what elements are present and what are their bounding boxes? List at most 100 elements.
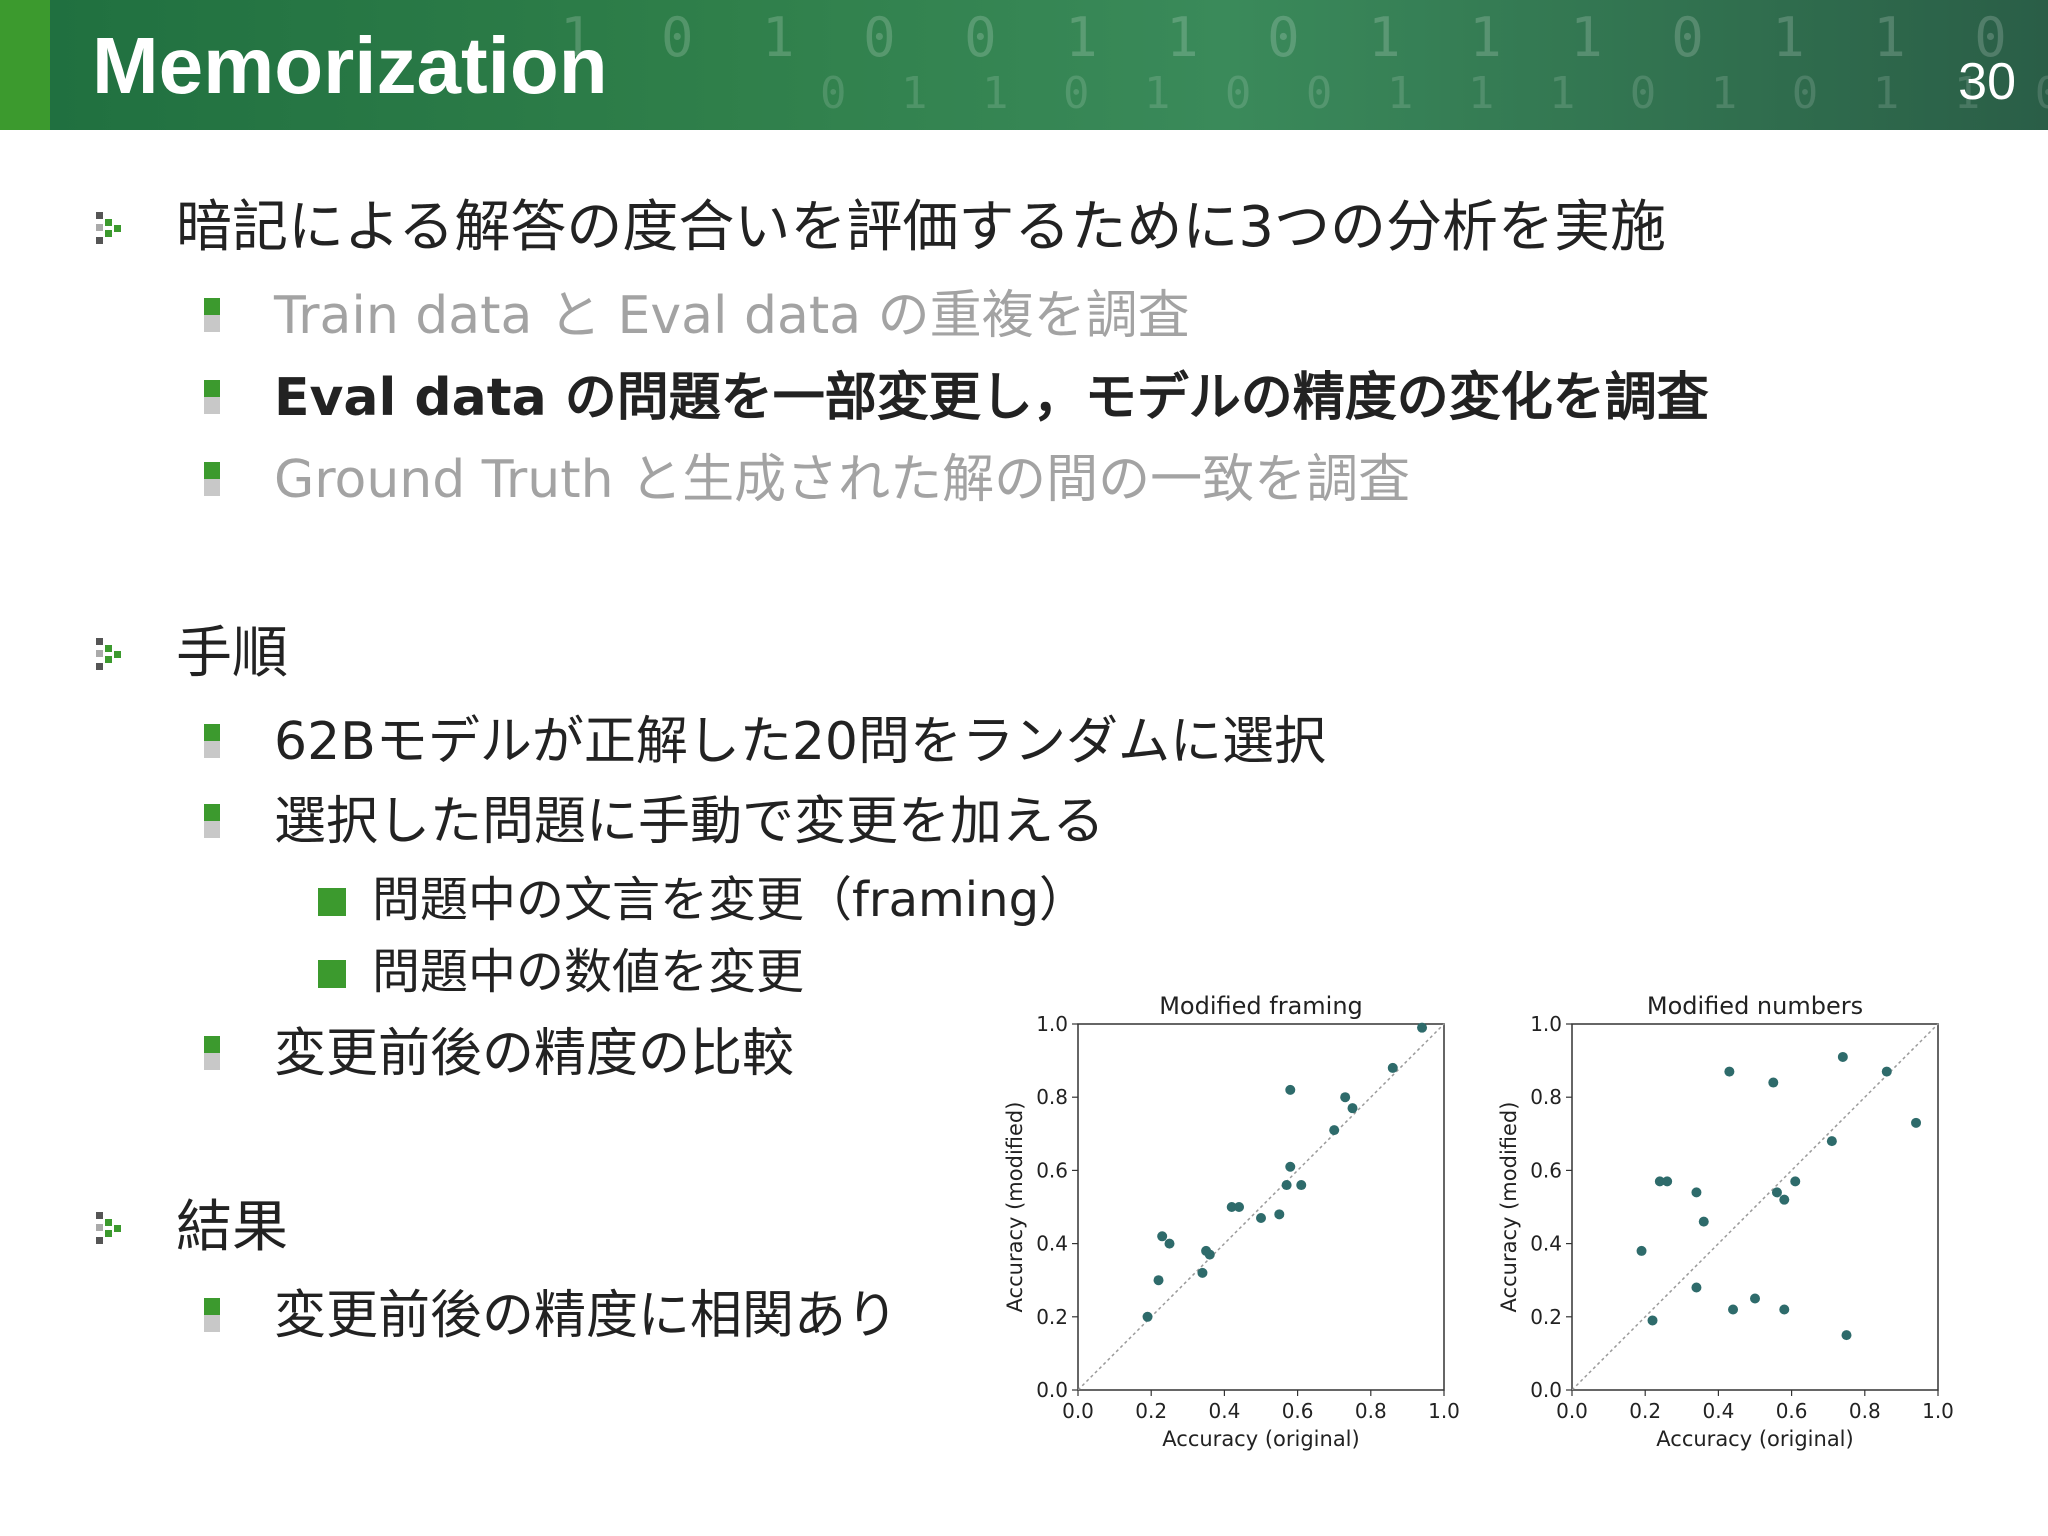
data-point [1340,1092,1351,1103]
reference-line [1077,1023,1445,1391]
data-point [1285,1161,1296,1172]
bullet-text: 変更前後の精度の比較 [274,1024,795,1084]
square-bullet-icon [204,380,220,414]
y-tick-label: 0.6 [1530,1158,1562,1182]
bullet-text: Ground Truth と生成された解の間の一致を調査 [274,450,1411,510]
data-point [1911,1117,1922,1128]
title-accent-bar [0,0,50,130]
binary-background-decoration: 0 1 1 0 1 0 0 1 1 1 0 1 0 1 1 0 [820,68,2048,119]
y-tick-label: 0.0 [1530,1378,1562,1402]
scatter-chart: 0.0 0.2 0.4 0.6 0.8 1.0 0.0 0.2 0.4 0.6 0.8 1.0 Modi… [1003,992,1460,1451]
data-point [1698,1216,1709,1227]
chart-title: Modified framing [1159,992,1363,1020]
y-tick-label: 0.6 [1036,1158,1068,1182]
data-point [1841,1330,1852,1341]
square-bullet-icon [204,1036,220,1070]
data-point [1281,1180,1292,1191]
scatter-chart: 0.0 0.2 0.4 0.6 0.8 1.0 0.0 0.2 0.4 0.6 0.8 1.0 Modi… [1497,992,1954,1451]
y-tick-label: 0.8 [1530,1085,1562,1109]
plot-frame [1077,1023,1445,1391]
green-square-bullet-icon [318,960,346,988]
data-point [1226,1202,1237,1212]
y-tick-label: 0.8 [1036,1085,1068,1109]
x-tick-label: 1.0 [1428,1399,1460,1423]
data-point [1728,1304,1739,1315]
x-tick-label: 0.6 [1776,1399,1808,1423]
title-bar: 1 0 1 0 0 1 1 0 1 1 1 0 1 1 0 0 1 0 1 1 … [0,0,2048,130]
data-point [1724,1066,1735,1077]
x-tick-label: 0.6 [1282,1399,1314,1423]
data-point [1204,1249,1215,1260]
data-point [1234,1202,1245,1212]
x-tick-label: 0.2 [1135,1399,1167,1423]
data-point [1256,1212,1266,1223]
square-bullet-icon [204,1298,220,1332]
y-axis-label: Accuracy (modified) [1003,1102,1027,1313]
square-bullet-icon [204,462,220,496]
reference-line [1571,1023,1939,1391]
data-point [1881,1066,1892,1077]
arrow-bullet-icon [96,638,121,670]
data-point [1142,1311,1153,1322]
bullet-text: 変更前後の精度に相関あり [274,1286,899,1346]
data-point [1779,1304,1790,1315]
bullet-text: 問題中の文言を変更（framing） [372,872,1088,928]
data-point [1274,1209,1285,1220]
y-tick-label: 0.2 [1036,1305,1068,1329]
x-tick-label: 0.4 [1208,1399,1240,1423]
data-point [1296,1180,1307,1191]
bullet-text-highlighted: Eval data の問題を一部変更し，モデルの精度の変化を調査 [274,368,1709,428]
x-tick-label: 0.8 [1355,1399,1387,1423]
x-tick-label: 0.0 [1556,1399,1588,1423]
data-point [1779,1194,1790,1205]
x-tick-label: 0.2 [1629,1399,1661,1423]
data-point [1329,1125,1340,1136]
data-point [1837,1051,1848,1062]
data-point [1153,1275,1164,1286]
section-title: 暗記による解答の度合いを評価するために3つの分析を実施 [176,195,1666,260]
x-tick-label: 0.0 [1062,1399,1094,1423]
section-title: 結果 [176,1195,288,1260]
square-bullet-icon [204,804,220,838]
y-axis-label: Accuracy (modified) [1497,1102,1521,1313]
y-tick-label: 1.0 [1036,1012,1068,1036]
x-tick-label: 0.8 [1849,1399,1881,1423]
data-point [1750,1293,1760,1304]
data-point [1157,1231,1168,1242]
data-point [1790,1176,1801,1187]
y-tick-label: 0.4 [1036,1232,1068,1256]
data-point [1164,1238,1175,1249]
data-point [1417,1022,1428,1033]
data-point [1691,1187,1702,1198]
data-point [1654,1176,1665,1187]
data-point [1691,1282,1702,1293]
arrow-bullet-icon [96,1212,121,1244]
arrow-bullet-icon [96,212,121,244]
data-point [1197,1267,1208,1278]
data-point [1771,1187,1782,1198]
plot-frame [1571,1023,1939,1391]
slide-title: Memorization [92,21,608,110]
y-tick-label: 0.2 [1530,1305,1562,1329]
data-point [1647,1315,1658,1326]
x-tick-label: 1.0 [1922,1399,1954,1423]
data-point [1347,1103,1358,1114]
bullet-text: 62Bモデルが正解した20問をランダムに選択 [274,712,1327,772]
data-point [1636,1245,1647,1256]
data-point [1387,1062,1398,1073]
x-tick-label: 0.4 [1702,1399,1734,1423]
green-square-bullet-icon [318,888,346,916]
y-tick-label: 1.0 [1530,1012,1562,1036]
y-tick-label: 0.0 [1036,1378,1068,1402]
binary-background-decoration: 1 0 1 0 0 1 1 0 1 1 1 0 1 1 0 0 1 [560,6,2048,69]
square-bullet-icon [204,298,220,332]
y-tick-label: 0.4 [1530,1232,1562,1256]
chart-title: Modified numbers [1647,992,1863,1020]
data-point [1662,1176,1673,1187]
square-bullet-icon [204,724,220,758]
bullet-text: 選択した問題に手動で変更を加える [274,792,1105,852]
x-axis-label: Accuracy (original) [1162,1427,1359,1451]
data-point [1826,1136,1837,1147]
x-axis-label: Accuracy (original) [1656,1427,1853,1451]
bullet-text: 問題中の数値を変更 [372,944,805,1000]
